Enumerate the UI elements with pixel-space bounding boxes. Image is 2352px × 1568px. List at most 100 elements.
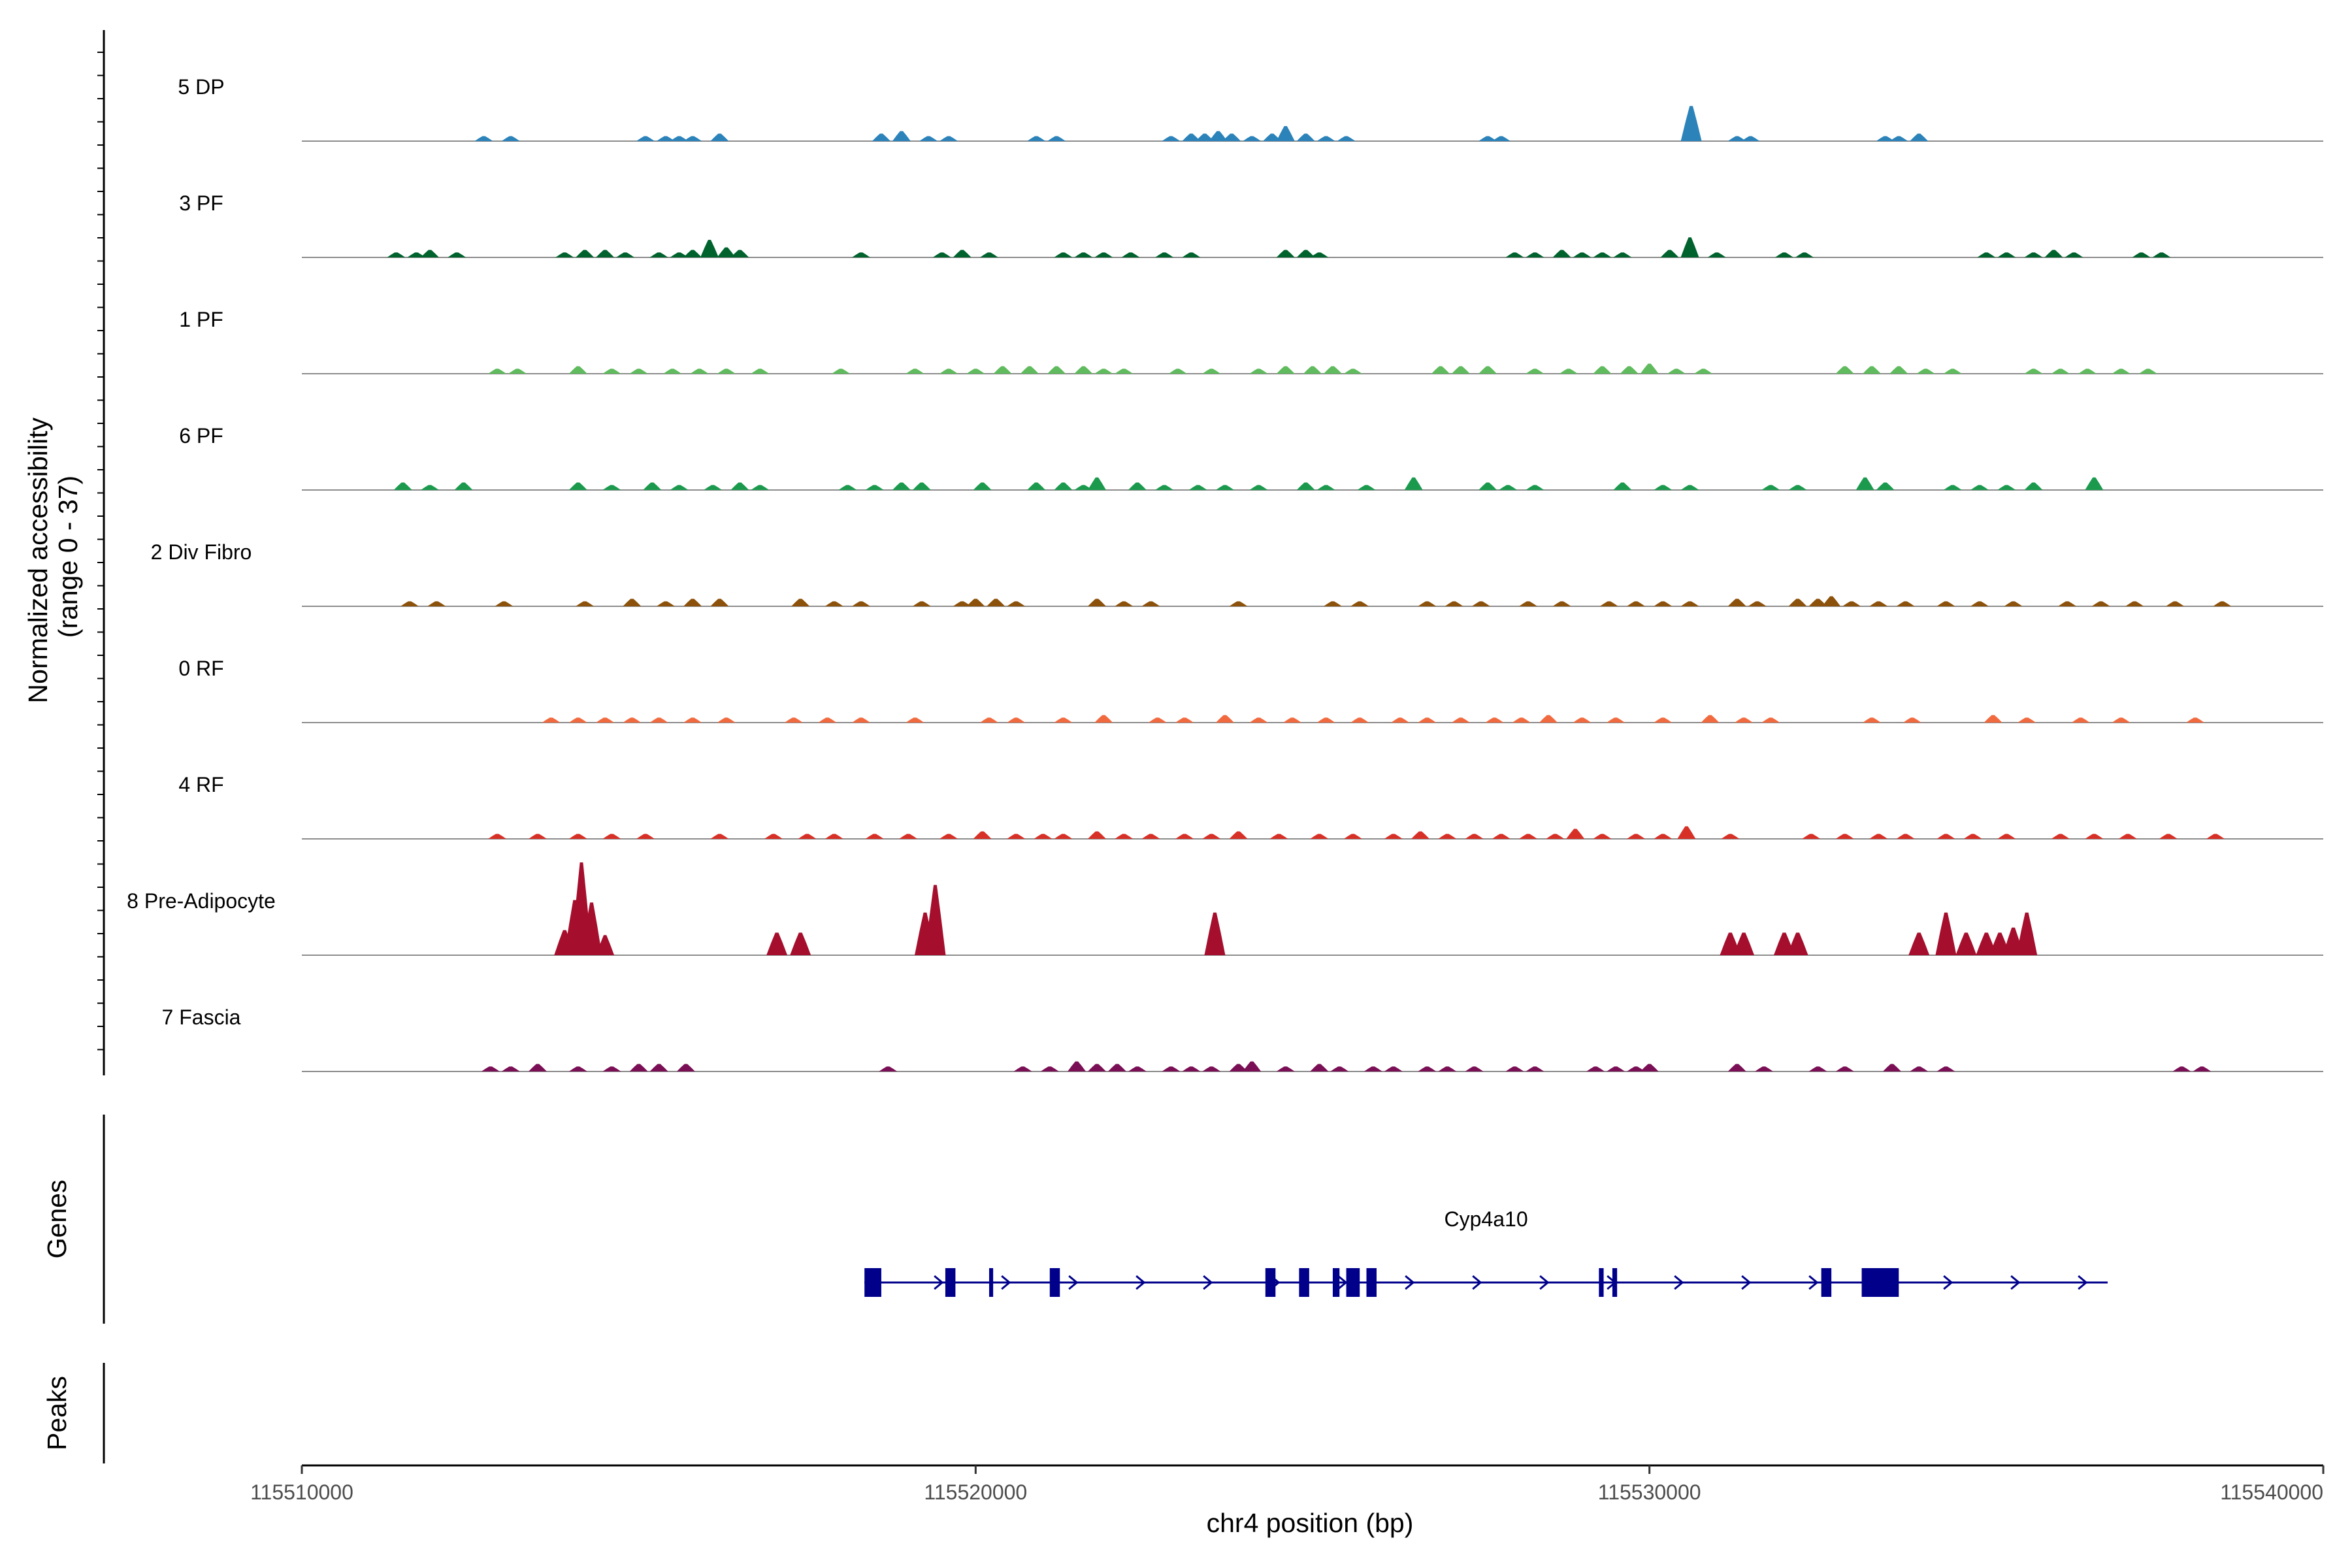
coverage-peak <box>1910 1066 1929 1071</box>
coverage-peak <box>979 252 998 257</box>
coverage-peak <box>616 252 635 257</box>
strand-arrow <box>1674 1275 1684 1290</box>
track-label: 2 Div Fibro <box>151 540 252 564</box>
coverage-peak <box>602 485 621 490</box>
gene-exon <box>1612 1268 1618 1297</box>
coverage-peak <box>1627 601 1646 606</box>
coverage-peak <box>1640 1064 1659 1071</box>
coverage-peak <box>1040 1066 1059 1071</box>
coverage-peak <box>1808 1066 1827 1071</box>
genes-panel-label: Genes <box>42 1180 72 1259</box>
coverage-peak <box>2138 368 2157 374</box>
x-axis-ticks: 115510000 115520000 115530000 115540000 <box>250 1465 2325 1504</box>
coverage-peak <box>1863 717 1882 723</box>
coverage-peak <box>730 482 749 490</box>
coverage-peak <box>1175 717 1194 723</box>
coverage-peak <box>1195 133 1214 141</box>
coverage-peak <box>1835 834 1854 839</box>
coverage-peak <box>2024 482 2043 490</box>
coverage-peak <box>1411 831 1430 839</box>
coverage-peak <box>1943 485 1962 490</box>
gene-exon <box>1299 1268 1309 1297</box>
coverage-peak <box>1936 601 1955 606</box>
coverage-peak <box>1754 1066 1773 1071</box>
coverage-peak <box>2017 717 2036 723</box>
coverage-peak <box>1896 601 1915 606</box>
coverage-peak <box>838 485 857 490</box>
coverage-peak <box>1505 1066 1524 1071</box>
coverage-peak <box>1330 1066 1349 1071</box>
coverage-peak <box>1505 252 1524 257</box>
gene-exon <box>1265 1268 1276 1297</box>
coverage-peak <box>1733 932 1755 955</box>
coverage-peak <box>1054 717 1073 723</box>
coverage-peak <box>1054 834 1073 839</box>
coverage-peak <box>1910 133 1929 141</box>
coverage-peak <box>1007 717 1026 723</box>
coverage-peak <box>495 601 514 606</box>
coverage-peak <box>690 368 709 374</box>
coverage-peak <box>1074 366 1093 374</box>
coverage-peak <box>1222 133 1241 141</box>
coverage-peak <box>581 902 602 955</box>
coverage-peak <box>973 482 992 490</box>
coverage-peak <box>2051 834 2070 839</box>
coverage-peak <box>1094 368 1113 374</box>
coverage-peak <box>636 136 655 141</box>
coverage-peak <box>596 717 615 723</box>
coverage-peak <box>2112 368 2131 374</box>
coverage-peak <box>568 366 587 374</box>
coverage-peak <box>1984 715 2002 723</box>
coverage-peak <box>1955 932 1977 955</box>
track-6-pf: 6 PF <box>179 424 2323 491</box>
coverage-peak <box>1654 717 1673 723</box>
x-tick-label: 115510000 <box>250 1480 353 1504</box>
coverage-peak <box>717 717 736 723</box>
coverage-peak <box>912 482 931 490</box>
coverage-peak <box>568 1066 587 1071</box>
coverage-peak <box>1087 598 1106 606</box>
track-label: 8 Pre-Adipocyte <box>127 889 276 913</box>
coverage-peak <box>2044 250 2063 257</box>
coverage-peak <box>1680 485 1699 490</box>
coverage-peak <box>1188 485 1207 490</box>
coverage-peak <box>1202 368 1221 374</box>
coverage-peak <box>2016 912 2038 955</box>
coverage-peak <box>751 368 770 374</box>
coverage-peak <box>683 598 702 606</box>
coverage-peak <box>1855 477 1874 490</box>
coverage-peak <box>1889 136 1908 141</box>
coverage-peak <box>1963 834 1982 839</box>
coverage-peak <box>1882 1064 1901 1071</box>
gene-exon <box>988 1268 994 1297</box>
coverage-peak <box>2132 252 2151 257</box>
coverage-peak <box>1263 133 1282 141</box>
x-tick-label: 115520000 <box>924 1480 1027 1504</box>
coverage-peak <box>1761 485 1780 490</box>
x-tick-label: 115530000 <box>1598 1480 1701 1504</box>
coverage-peak <box>1552 601 1571 606</box>
coverage-peak <box>1680 237 1699 257</box>
coverage-peak <box>1283 717 1302 723</box>
strand-arrow <box>1203 1275 1213 1290</box>
coverage-peak <box>1276 125 1295 141</box>
strand-arrow <box>2078 1275 2088 1290</box>
coverage-peak <box>1296 482 1315 490</box>
coverage-peak <box>1526 485 1544 490</box>
coverage-peak <box>629 1064 648 1071</box>
gene-exon <box>1332 1268 1340 1297</box>
coverage-peak <box>1115 601 1134 606</box>
coverage-peak <box>488 368 507 374</box>
strand-arrow <box>1472 1275 1482 1290</box>
strand-arrow <box>934 1275 944 1290</box>
coverage-peak <box>2125 601 2144 606</box>
coverage-peak <box>1316 717 1335 723</box>
coverage-peak <box>730 250 749 257</box>
x-tick-label: 115540000 <box>2220 1480 2323 1504</box>
track-label: 3 PF <box>179 191 223 215</box>
strand-arrow <box>1808 1275 1819 1290</box>
coverage-peak <box>1249 368 1268 374</box>
coverage-peak <box>1613 252 1632 257</box>
coverage-peak <box>966 598 985 606</box>
coverage-peak <box>1863 366 1882 374</box>
